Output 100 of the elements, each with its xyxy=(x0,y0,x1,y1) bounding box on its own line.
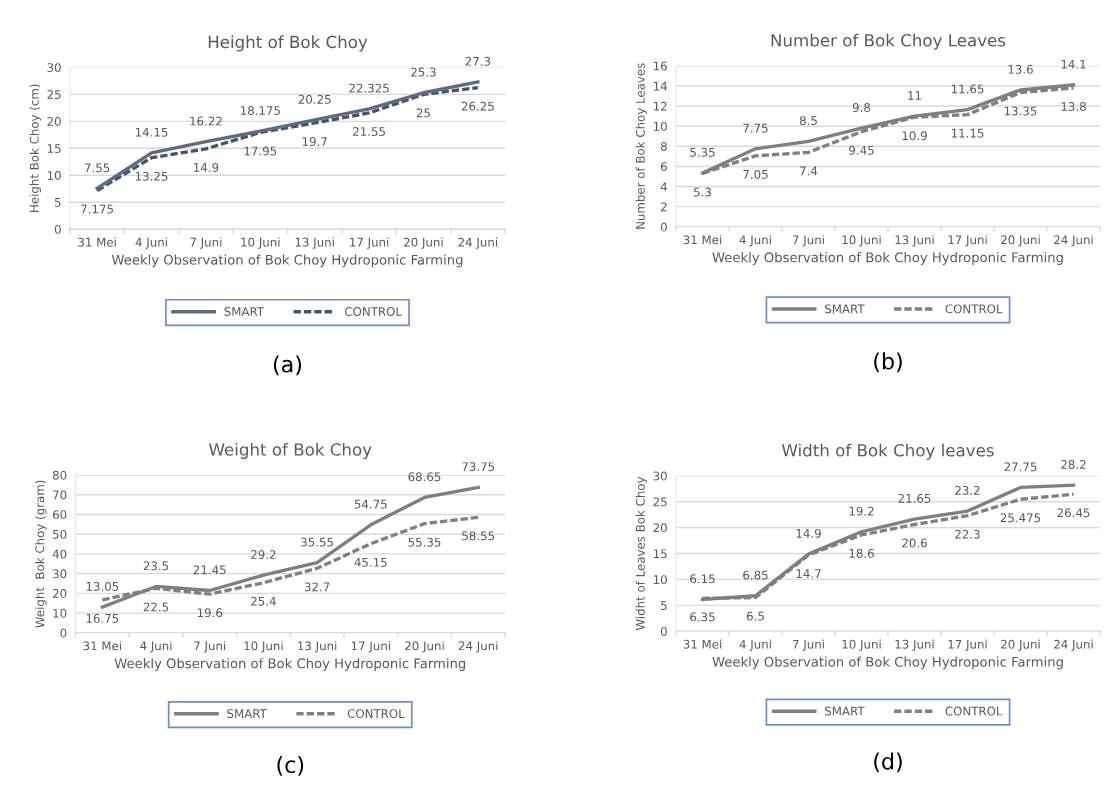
x-tick-label: 13 Juni xyxy=(895,235,934,247)
y-tick-label: 0 xyxy=(54,224,61,234)
y-axis-title: Weight Bok Choy (gram) xyxy=(35,480,47,628)
y-tick-label: 10 xyxy=(653,121,667,131)
data-label: 18.175 xyxy=(240,106,280,115)
y-tick-label: 2 xyxy=(661,202,667,212)
data-label: 19.6 xyxy=(197,608,223,618)
data-label: 8.5 xyxy=(799,116,817,126)
y-tick-label: 15 xyxy=(653,549,667,559)
x-tick-label: 17 Juni xyxy=(350,237,389,249)
data-label: 21.55 xyxy=(353,127,385,136)
y-tick-label: 70 xyxy=(53,490,67,500)
x-tick-label: 10 Juni xyxy=(842,639,881,651)
legend-label: SMART xyxy=(227,709,267,719)
x-tick-label: 7 Juni xyxy=(194,641,226,653)
data-label: 13.35 xyxy=(1004,106,1037,116)
x-tick-label: 20 Juni xyxy=(1001,639,1040,651)
y-axis-title: Widht of Leaves Bok Choy xyxy=(635,476,648,631)
x-tick-label: 7 Juni xyxy=(792,235,824,247)
data-label: 7.175 xyxy=(81,204,113,214)
y-tick-label: 10 xyxy=(47,170,61,180)
x-tick-label: 10 Juni xyxy=(842,235,881,247)
x-tick-label: 31 Mei xyxy=(683,235,722,245)
y-tick-label: 20 xyxy=(52,589,67,599)
data-label: 28.2 xyxy=(1061,460,1086,469)
data-label: 25.3 xyxy=(411,67,436,77)
x-tick-label: 10 Juni xyxy=(244,641,283,653)
data-label: 23.5 xyxy=(143,561,169,571)
data-label: 13.6 xyxy=(1008,64,1033,74)
y-tick-label: 50 xyxy=(53,529,67,539)
data-label: 22.325 xyxy=(349,83,389,93)
data-label: 11.65 xyxy=(951,84,984,94)
x-axis-title: Weekly Observation of Bok Choy Hydroponic Farming xyxy=(111,254,463,268)
data-label: 73.75 xyxy=(462,462,495,472)
x-axis-title: Weekly Observation of Bok Choy Hydroponic Farming xyxy=(712,252,1063,265)
data-label: 25.4 xyxy=(251,596,276,606)
y-tick-label: 30 xyxy=(53,569,67,579)
x-axis-title: Weekly Observation of Bok Choy Hydroponic Farming xyxy=(712,656,1063,670)
chart-title: Height of Bok Choy xyxy=(208,35,368,52)
y-tick-label: 14 xyxy=(653,81,667,91)
x-tick-label: 24 Juni xyxy=(458,641,498,653)
data-label: 16.75 xyxy=(86,613,119,623)
y-tick-label: 0 xyxy=(660,626,667,636)
text: (b) xyxy=(874,352,902,373)
data-label: 20.6 xyxy=(902,538,927,548)
data-label: 27.75 xyxy=(1004,462,1037,472)
data-label: 27.3 xyxy=(465,56,491,66)
y-tick-label: 10 xyxy=(53,608,67,618)
x-tick-label: 31 Mei xyxy=(78,237,116,247)
data-label: 7.75 xyxy=(743,123,768,133)
x-tick-label: 13 Juni xyxy=(298,641,337,653)
data-label: 14.9 xyxy=(194,162,219,172)
data-label: 10.9 xyxy=(902,131,927,141)
y-tick-label: 60 xyxy=(52,510,67,520)
y-tick-label: 0 xyxy=(60,628,67,638)
legend-label: SMART xyxy=(224,307,265,317)
x-tick-label: 24 Juni xyxy=(1054,235,1093,247)
x-tick-label: 7 Juni xyxy=(792,639,824,651)
x-tick-label: 17 Juni xyxy=(948,235,987,247)
data-label: 9.45 xyxy=(849,145,874,155)
data-label: 20.25 xyxy=(298,94,331,104)
y-tick-label: 15 xyxy=(47,144,61,153)
data-label: 68.65 xyxy=(408,472,441,482)
y-tick-label: 25 xyxy=(653,497,667,507)
legend-label: SMART xyxy=(825,706,865,716)
y-tick-label: 30 xyxy=(653,471,667,481)
x-tick-label: 31 Mei xyxy=(83,641,121,651)
x-tick-label: 31 Mei xyxy=(683,639,722,649)
y-tick-label: 5 xyxy=(661,601,667,610)
y-tick-label: 25 xyxy=(47,90,61,100)
y-tick-label: 80 xyxy=(52,470,67,480)
x-tick-label: 4 Juni xyxy=(140,641,172,653)
data-label: 17.95 xyxy=(244,146,277,156)
data-label: 13.05 xyxy=(86,581,119,591)
data-label: 6.35 xyxy=(690,612,715,622)
legend-label: CONTROL xyxy=(945,304,1003,314)
data-label: 6.5 xyxy=(746,611,764,621)
x-tick-label: 13 Juni xyxy=(895,639,934,651)
y-tick-label: 6 xyxy=(660,162,667,172)
x-axis-title: Weekly Observation of Bok Choy Hydroponic Farming xyxy=(114,658,466,671)
y-tick-label: 10 xyxy=(653,575,667,585)
data-label: 9.8 xyxy=(852,103,871,113)
x-tick-label: 20 Juni xyxy=(404,237,443,249)
data-label: 7.4 xyxy=(800,166,818,176)
x-tick-label: 7 Juni xyxy=(190,237,222,249)
data-label: 18.6 xyxy=(849,548,874,558)
y-tick-label: 12 xyxy=(653,101,667,111)
data-label: 6.85 xyxy=(743,570,768,580)
data-label: 45.15 xyxy=(354,558,387,567)
data-label: 19.7 xyxy=(302,137,327,146)
y-tick-label: 20 xyxy=(653,523,667,533)
y-tick-label: 40 xyxy=(52,549,67,559)
x-tick-label: 24 Juni xyxy=(1054,639,1093,651)
text: (c) xyxy=(277,755,304,776)
data-label: 19.2 xyxy=(849,506,874,516)
chart-title: Weight of Bok Choy xyxy=(209,442,372,460)
legend-label: SMART xyxy=(825,304,865,314)
data-label: 14.7 xyxy=(796,569,821,578)
y-tick-label: 0 xyxy=(660,222,667,232)
data-label: 25.475 xyxy=(1000,513,1041,523)
